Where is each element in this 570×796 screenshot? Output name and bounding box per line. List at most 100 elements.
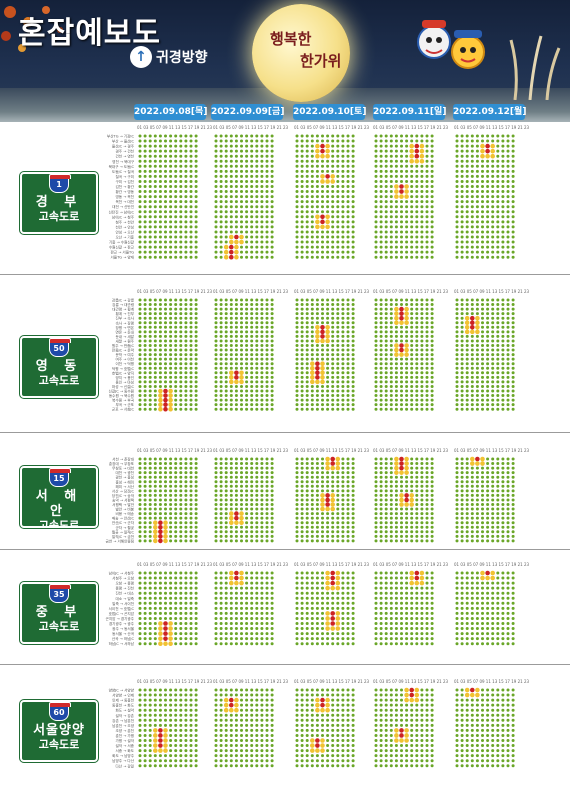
- congestion-dot: [485, 143, 490, 149]
- congestion-dot: [224, 398, 228, 402]
- congestion-dot: [506, 149, 510, 153]
- congestion-dot: [310, 307, 314, 311]
- congestion-dot: [265, 480, 269, 484]
- congestion-dot: [330, 461, 336, 466]
- congestion-dot: [331, 215, 335, 219]
- congestion-dot: [389, 616, 393, 620]
- congestion-dot: [214, 394, 218, 398]
- congestion-dot: [148, 591, 152, 595]
- congestion-dot: [310, 240, 314, 244]
- congestion-dot: [374, 539, 378, 543]
- congestion-dot: [224, 586, 228, 590]
- congestion-dot: [501, 384, 505, 388]
- congestion-dot: [270, 539, 274, 543]
- congestion-dot: [184, 357, 188, 361]
- congestion-dot: [425, 521, 429, 525]
- congestion-dot: [245, 321, 249, 325]
- congestion-dot: [138, 606, 142, 610]
- congestion-dot: [481, 169, 484, 173]
- congestion-dot: [379, 462, 383, 466]
- congestion-dot: [270, 344, 274, 347]
- congestion-dot: [153, 529, 158, 535]
- congestion-dot: [138, 312, 142, 316]
- congestion-dot: [341, 225, 345, 229]
- congestion-dot: [168, 402, 173, 407]
- congestion-dot: [295, 530, 299, 534]
- congestion-dot: [460, 371, 464, 375]
- congestion-dot: [179, 220, 183, 224]
- congestion-dot: [138, 325, 142, 329]
- congestion-dot: [496, 503, 500, 506]
- congestion-dot: [245, 611, 249, 615]
- congestion-dot: [153, 606, 157, 610]
- congestion-dot: [189, 503, 193, 506]
- congestion-dot: [240, 606, 243, 610]
- congestion-dot: [394, 215, 398, 219]
- congestion-dot: [224, 642, 228, 646]
- congestion-dot: [179, 255, 183, 259]
- congestion-dot: [138, 303, 142, 307]
- congestion-dot: [270, 307, 274, 311]
- congestion-dot: [379, 457, 383, 461]
- congestion-dot: [219, 462, 223, 466]
- congestion-dot: [351, 200, 355, 204]
- congestion-dot: [240, 307, 243, 311]
- congestion-dot: [481, 220, 484, 224]
- congestion-dot: [148, 169, 152, 173]
- congestion-dot: [143, 616, 147, 620]
- congestion-dot: [320, 179, 325, 184]
- congestion-dot: [496, 298, 500, 302]
- congestion-dot: [464, 325, 470, 330]
- congestion-dot: [189, 179, 193, 183]
- congestion-dot: [460, 250, 464, 254]
- congestion-dot: [351, 480, 355, 484]
- congestion-dot: [300, 498, 304, 502]
- congestion-dot: [255, 606, 259, 610]
- congestion-dot: [214, 307, 218, 311]
- congestion-dot: [234, 642, 238, 646]
- congestion-dot: [148, 642, 152, 646]
- congestion-dot: [179, 601, 183, 605]
- congestion-dot: [430, 394, 434, 398]
- congestion-dot: [410, 475, 414, 479]
- congestion-dot: [184, 480, 188, 484]
- congestion-dot: [148, 325, 152, 329]
- congestion-dot: [384, 394, 388, 398]
- congestion-dot: [184, 398, 188, 402]
- congestion-dot: [465, 475, 469, 479]
- congestion-dot: [305, 330, 309, 334]
- congestion-dot: [315, 307, 319, 311]
- congestion-dot: [189, 581, 193, 585]
- congestion-dot: [158, 581, 162, 585]
- congestion-dot: [420, 503, 424, 506]
- congestion-dot: [410, 534, 414, 538]
- congestion-dot: [491, 255, 495, 259]
- congestion-dot: [379, 601, 383, 605]
- congestion-dot: [229, 530, 233, 534]
- congestion-dot: [379, 503, 383, 506]
- congestion-dot: [464, 315, 470, 321]
- congestion-dot: [384, 611, 388, 615]
- congestion-dot: [430, 539, 434, 543]
- congestion-dot: [184, 457, 188, 461]
- congestion-dot: [240, 353, 243, 357]
- congestion-dot: [315, 601, 319, 605]
- congestion-dot: [405, 480, 409, 484]
- congestion-dot: [379, 134, 383, 138]
- congestion-dot: [229, 489, 233, 493]
- congestion-dot: [214, 312, 218, 316]
- congestion-dot: [138, 164, 142, 168]
- congestion-dot: [255, 616, 259, 620]
- congestion-dot: [174, 507, 178, 511]
- congestion-dot: [158, 307, 162, 311]
- congestion-dot: [486, 503, 490, 506]
- congestion-dot: [405, 220, 409, 224]
- congestion-dot: [234, 379, 239, 385]
- congestion-dot: [475, 190, 479, 194]
- congestion-dot: [321, 250, 324, 254]
- congestion-dot: [260, 498, 264, 502]
- congestion-dot: [158, 303, 162, 307]
- congestion-dot: [184, 330, 188, 334]
- congestion-dot: [470, 169, 474, 173]
- congestion-dot: [506, 457, 510, 461]
